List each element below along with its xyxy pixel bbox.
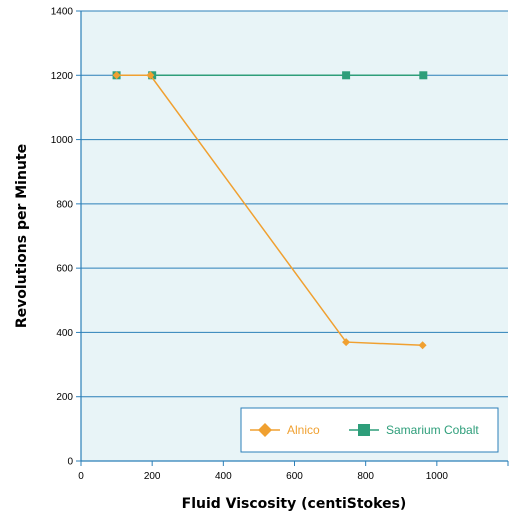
plot-area bbox=[81, 11, 508, 461]
data-point-alnico bbox=[112, 71, 121, 80]
x-tick-label: 0 bbox=[78, 471, 84, 482]
y-tick-label: 0 bbox=[67, 457, 73, 468]
data-point-samarium-cobalt bbox=[342, 71, 351, 80]
y-tick-label: 200 bbox=[56, 392, 73, 403]
x-tick-label: 1000 bbox=[426, 471, 449, 482]
data-point-alnico bbox=[146, 71, 155, 80]
x-tick-label: 400 bbox=[215, 471, 232, 482]
legend-marker-samarium-cobalt bbox=[358, 424, 370, 436]
legend-label-alnico: Alnico bbox=[287, 423, 320, 437]
y-tick-label: 400 bbox=[56, 328, 73, 339]
data-point-alnico bbox=[418, 341, 427, 350]
tick-labels: 0 200 400 600 800 1000 1200 1400 0 200 400 600 800 10… bbox=[51, 7, 449, 483]
y-axis-title: Revolutions per Minute bbox=[14, 144, 30, 328]
axes bbox=[76, 10, 509, 466]
series-layer bbox=[112, 71, 428, 350]
y-tick-label: 1400 bbox=[51, 7, 74, 18]
x-tick-label: 800 bbox=[357, 471, 374, 482]
legend-marker-alnico bbox=[258, 423, 272, 437]
legend-label-samarium-cobalt: Samarium Cobalt bbox=[386, 423, 479, 437]
y-tick-label: 600 bbox=[56, 264, 73, 275]
x-axis-title: Fluid Viscosity (centiStokes) bbox=[182, 496, 407, 512]
x-tick-label: 200 bbox=[144, 471, 161, 482]
y-tick-label: 1200 bbox=[51, 71, 74, 82]
legend: Alnico Samarium Cobalt bbox=[240, 407, 499, 453]
y-tick-label: 800 bbox=[56, 199, 73, 210]
data-point-alnico bbox=[342, 338, 351, 347]
x-tick-label: 600 bbox=[286, 471, 303, 482]
series-line-alnico bbox=[116, 74, 423, 347]
data-point-samarium-cobalt bbox=[419, 71, 428, 80]
y-tick-label: 1000 bbox=[51, 135, 74, 146]
